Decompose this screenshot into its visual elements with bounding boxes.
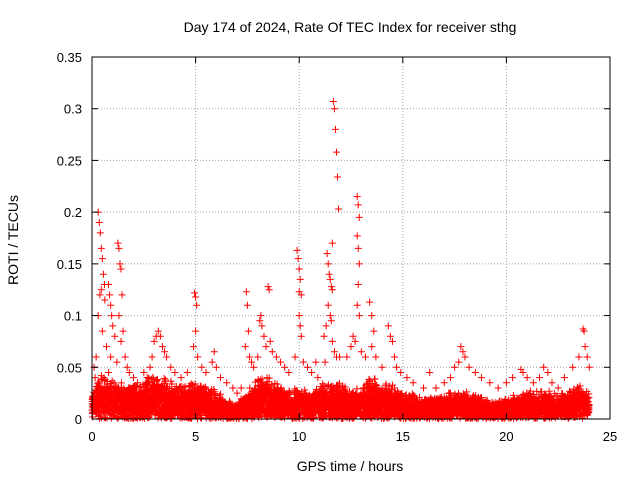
data-point-background	[332, 381, 340, 389]
data-point-background	[365, 393, 373, 401]
data-point-background	[141, 380, 149, 388]
data-point-background	[324, 381, 332, 389]
chart-title: Day 174 of 2024, Rate Of TEC Index for r…	[184, 19, 517, 35]
data-point-background	[285, 387, 293, 395]
data-point-background	[326, 385, 334, 393]
data-point-background	[568, 388, 576, 396]
data-point-background	[114, 414, 122, 422]
data-point-background	[258, 378, 266, 386]
data-point-background	[140, 414, 148, 422]
data-point-background	[453, 393, 461, 401]
data-point-background	[299, 414, 307, 422]
data-point-background	[292, 387, 300, 395]
data-point-background	[530, 390, 538, 398]
data-point-background	[265, 374, 273, 382]
data-point-background	[141, 403, 149, 411]
data-point-background	[454, 389, 462, 397]
data-point-background	[523, 389, 531, 397]
data-point-background	[149, 373, 157, 381]
data-point-background	[345, 387, 353, 395]
data-point-background	[353, 385, 361, 393]
data-point-background	[264, 401, 272, 409]
data-point-background	[577, 411, 585, 419]
data-point-background	[161, 376, 169, 384]
data-point-background	[96, 414, 104, 422]
data-point-background	[376, 389, 384, 397]
data-point-background	[361, 414, 369, 422]
data-point-background	[368, 414, 376, 422]
data-points	[88, 97, 593, 422]
data-point-background	[365, 375, 373, 383]
data-point-background	[361, 385, 369, 393]
data-point-background	[117, 379, 125, 387]
data-point-background	[370, 375, 378, 383]
data-point-background	[481, 399, 489, 407]
data-point-background	[246, 384, 254, 392]
data-point-background	[97, 372, 105, 380]
grid-lines	[92, 57, 610, 419]
data-point-background	[451, 392, 459, 400]
